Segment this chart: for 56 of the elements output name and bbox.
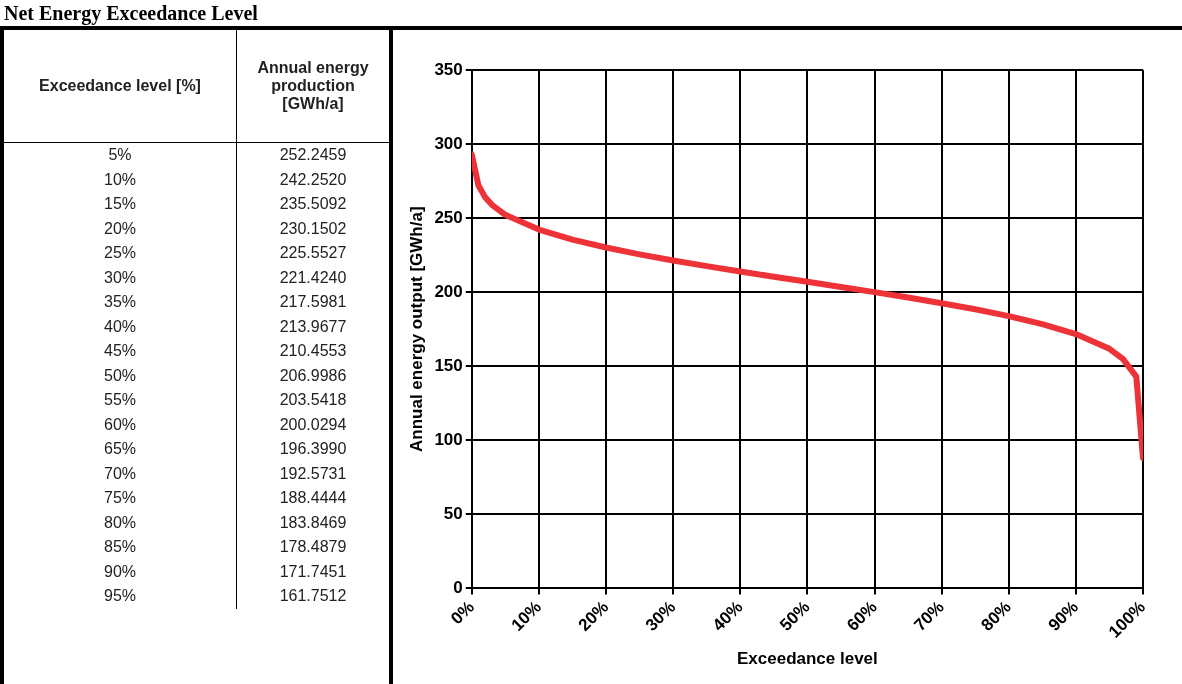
x-axis-title: Exceedance level xyxy=(736,649,878,669)
text: 45% xyxy=(4,339,237,364)
x-tick-label: 60% xyxy=(843,597,881,635)
text: 210.4553 xyxy=(278,341,348,362)
text: 80% xyxy=(4,510,237,535)
y-tick-label: 350 xyxy=(434,59,463,79)
text: 225.5527 xyxy=(278,243,348,264)
text: 161.7512 xyxy=(278,586,348,607)
x-tick-label: 90% xyxy=(1044,597,1083,635)
y-tick-label: 300 xyxy=(434,133,463,153)
text: 15% xyxy=(4,192,237,217)
text: 10% xyxy=(4,167,237,192)
text: 242.2520 xyxy=(278,169,348,190)
text: 60% xyxy=(4,412,237,437)
y-tick-label: 250 xyxy=(434,207,463,227)
text: 192.5731 xyxy=(278,463,348,484)
text: 230.1502 xyxy=(278,218,348,239)
text: Net Energy Exceedance Level xyxy=(0,0,1182,30)
y-tick-label: 100 xyxy=(434,429,463,449)
text: 40% xyxy=(4,314,237,339)
text: 188.4444 xyxy=(278,488,348,509)
text: 30% xyxy=(4,265,237,290)
text: 35% xyxy=(4,290,237,315)
y-tick-label: 0 xyxy=(453,578,463,598)
y-axis-title: Annual energy output [GWh/a] xyxy=(406,206,426,452)
text: 55% xyxy=(4,388,237,413)
text: 217.5981 xyxy=(278,292,348,313)
text: 235.5092 xyxy=(278,194,348,215)
text: 85% xyxy=(4,535,237,560)
x-tick-label: 70% xyxy=(910,597,948,635)
text: 213.9677 xyxy=(278,316,348,337)
y-tick-label: 150 xyxy=(434,355,463,375)
text: 206.9986 xyxy=(278,365,348,386)
text: Annual energy production [GWh/a] xyxy=(236,30,389,143)
text: 90% xyxy=(4,559,237,584)
text: 221.4240 xyxy=(278,267,348,288)
text: 171.7451 xyxy=(278,561,348,582)
text: 5% xyxy=(4,142,237,168)
x-tick-label: 0% xyxy=(447,597,478,629)
text: 203.5418 xyxy=(278,390,348,411)
text: 183.8469 xyxy=(278,512,348,533)
text: 75% xyxy=(4,486,237,511)
text: 252.2459 xyxy=(278,145,348,166)
text: 20% xyxy=(4,216,237,241)
text: 50% xyxy=(4,363,237,388)
text: 70% xyxy=(4,461,237,486)
x-tick-label: 40% xyxy=(708,597,747,635)
text: 178.4879 xyxy=(278,537,348,558)
y-tick-label: 50 xyxy=(443,504,463,524)
text: 25% xyxy=(4,241,237,266)
text: 200.0294 xyxy=(278,414,348,435)
y-tick-label: 200 xyxy=(434,281,463,301)
text: Exceedance level [%] xyxy=(4,30,237,143)
text: 196.3990 xyxy=(278,439,348,460)
text: 95% xyxy=(4,584,237,609)
text: 65% xyxy=(4,437,237,462)
